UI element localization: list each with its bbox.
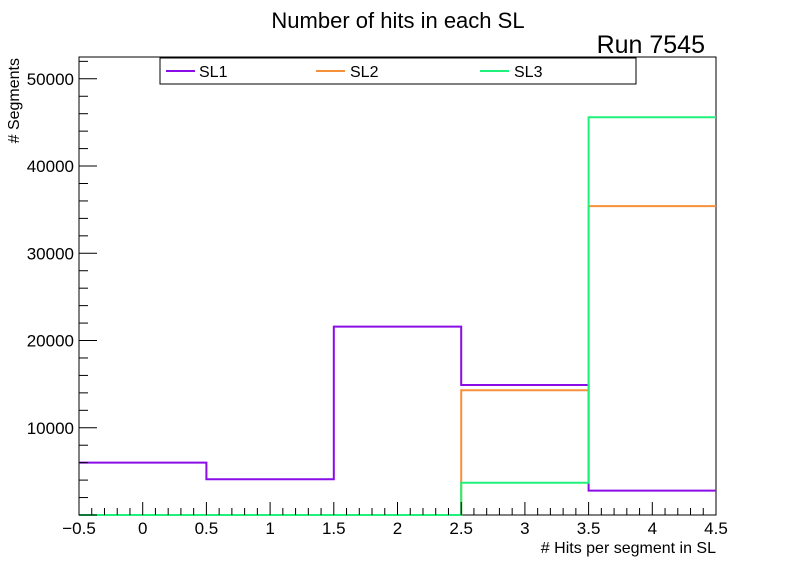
chart-title: Number of hits in each SL bbox=[271, 8, 524, 33]
legend: SL1 SL2 SL3 bbox=[159, 57, 637, 85]
x-tick-label: 3.5 bbox=[577, 519, 601, 538]
x-tick-label: 3 bbox=[520, 519, 529, 538]
y-tick-label: 20000 bbox=[27, 332, 74, 351]
x-tick-label: 0 bbox=[138, 519, 147, 538]
y-tick-label: 10000 bbox=[27, 419, 74, 438]
x-tick-label: 1 bbox=[265, 519, 274, 538]
x-tick-label: 0.5 bbox=[195, 519, 219, 538]
x-tick-label: 4 bbox=[648, 519, 657, 538]
y-tick-label: 30000 bbox=[27, 244, 74, 263]
x-tick-label: 1.5 bbox=[322, 519, 346, 538]
run-label: Run 7545 bbox=[597, 31, 705, 59]
y-axis-ticks bbox=[79, 60, 97, 516]
series-step-sl3 bbox=[79, 116, 716, 516]
y-axis-tick-labels: 10000 20000 30000 40000 50000 bbox=[27, 70, 74, 438]
legend-label-sl2: SL2 bbox=[350, 64, 379, 81]
x-tick-label: −0.5 bbox=[62, 519, 96, 538]
series-layer bbox=[79, 116, 716, 516]
y-tick-label: 50000 bbox=[27, 70, 74, 89]
plot-area: −0.5 0 0.5 1 1.5 2 2.5 3 3.5 4 4.5 10000 20000 30000… bbox=[27, 56, 728, 538]
plot-frame bbox=[78, 56, 717, 516]
y-tick-label: 40000 bbox=[27, 157, 74, 176]
legend-box bbox=[159, 57, 637, 85]
x-axis-ticks bbox=[78, 502, 717, 515]
x-tick-label: 2.5 bbox=[449, 519, 473, 538]
y-axis-label: # Segments bbox=[6, 58, 23, 143]
legend-label-sl1: SL1 bbox=[199, 64, 228, 81]
x-axis-label: # Hits per segment in SL bbox=[541, 540, 716, 557]
x-tick-label: 2 bbox=[393, 519, 402, 538]
legend-label-sl3: SL3 bbox=[514, 64, 543, 81]
x-axis-tick-labels: −0.5 0 0.5 1 1.5 2 2.5 3 3.5 4 4.5 bbox=[62, 519, 728, 538]
x-tick-label: 4.5 bbox=[704, 519, 728, 538]
